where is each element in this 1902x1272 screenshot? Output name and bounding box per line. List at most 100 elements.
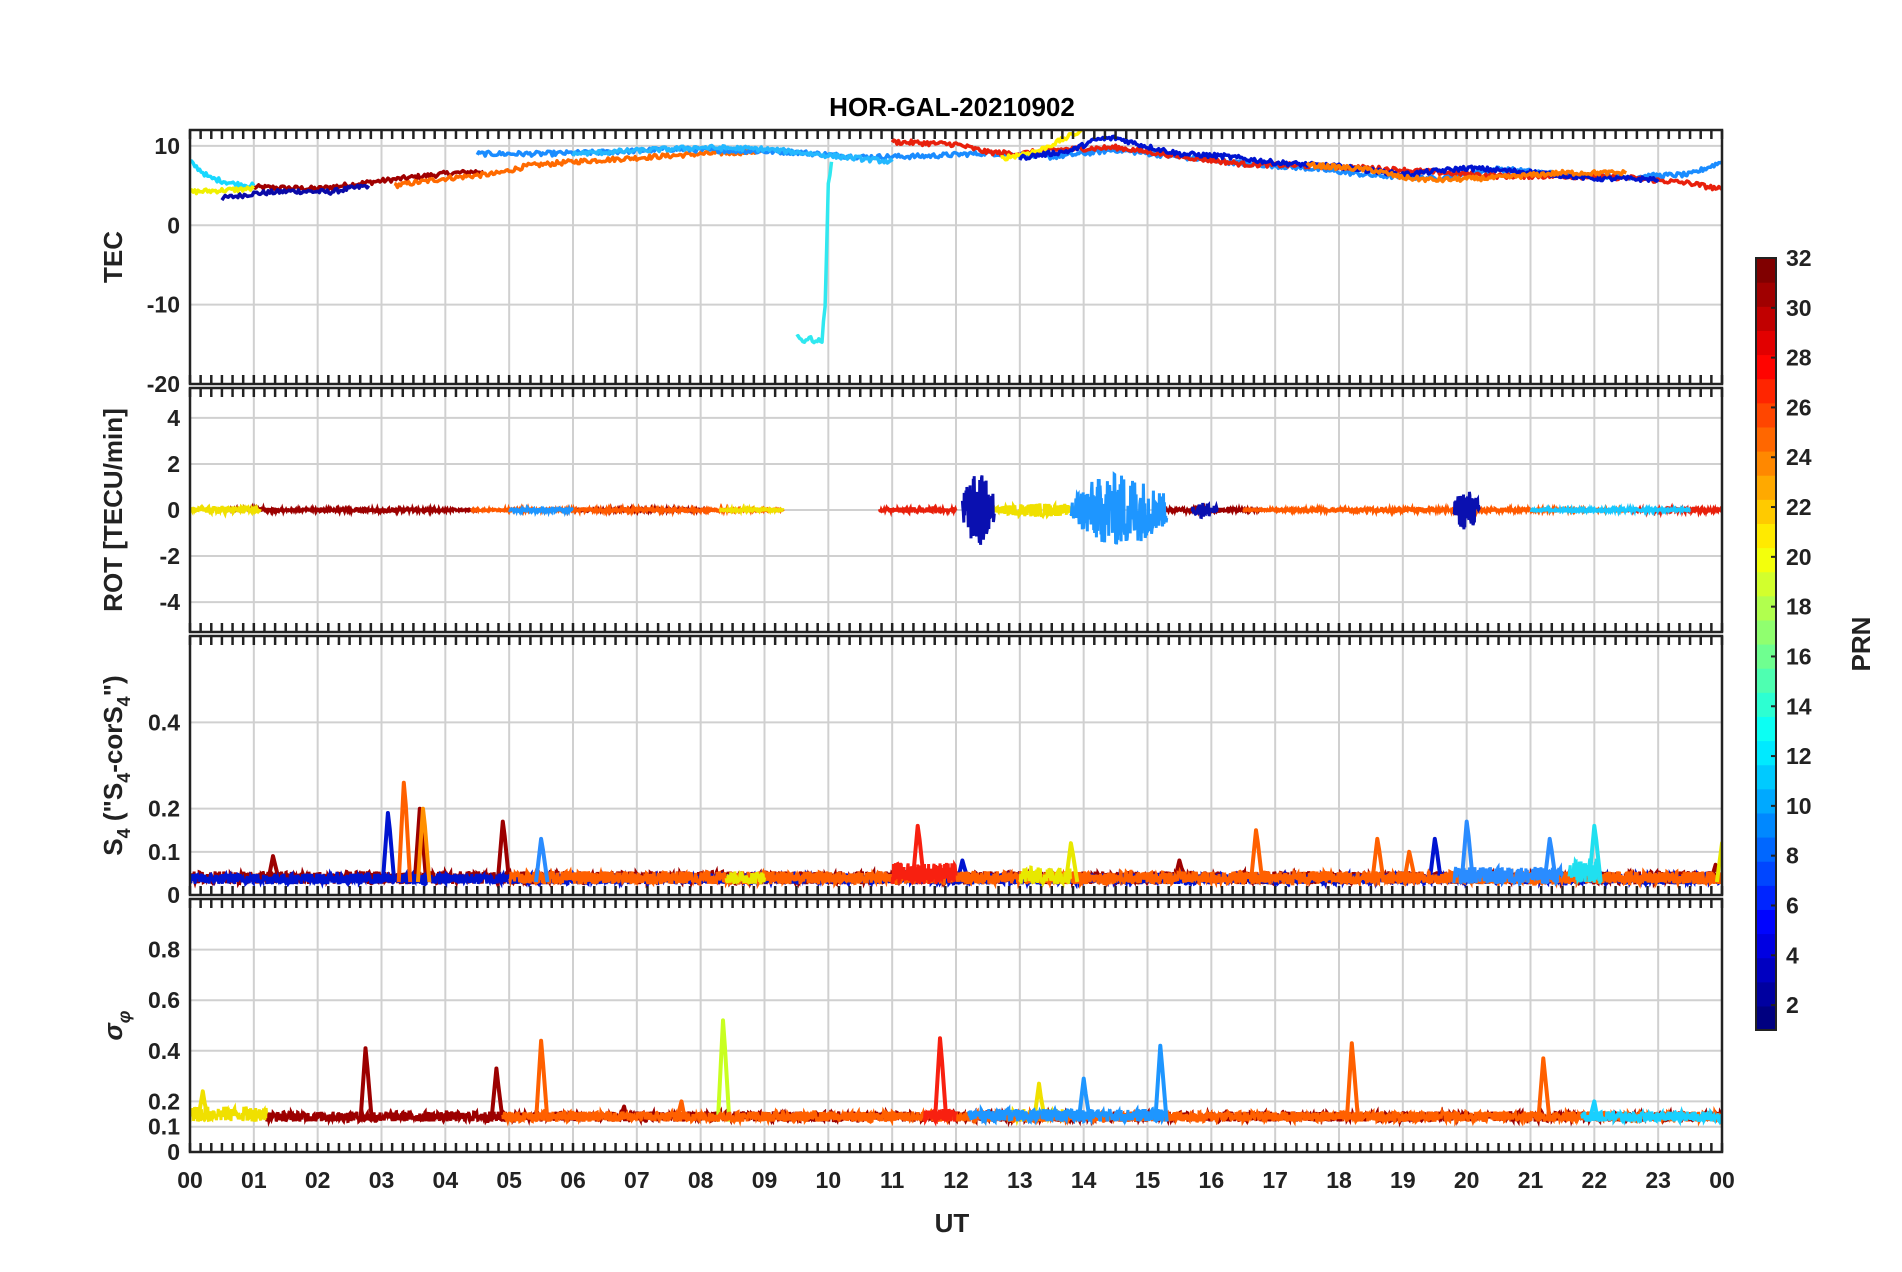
x-tick-label: 00 [177,1167,203,1193]
colorbar-tick-label: 26 [1786,394,1812,420]
y-axis-label: σφ [98,1010,134,1040]
colorbar-tick-label: 18 [1786,594,1812,620]
panel-rot: -4 -2 0 2 4 ROT [TECU/min] [98,386,1724,634]
series-line [508,503,574,518]
series-line [1000,130,1084,162]
chart-title: HOR-GAL-20210902 [829,92,1075,122]
y-tick-label: -2 [160,543,180,569]
series-line [1529,502,1692,517]
x-tick-label: 17 [1262,1167,1288,1193]
y-axis-label: TEC [98,231,128,283]
series-line [718,503,785,517]
colorbar-tick-label: 12 [1786,743,1812,769]
colorbar-tick-label: 4 [1786,942,1799,968]
series-spike [1063,841,1080,883]
colorbar-tick-label: 10 [1786,793,1812,819]
x-axis-label: UT [935,1208,970,1238]
y-tick-label: -4 [160,589,181,615]
colorbar-tick-label: 24 [1786,444,1812,470]
colorbar-tick-label: 32 [1786,245,1812,271]
series-line [890,859,958,885]
colorbar-tick-label: 30 [1786,295,1812,321]
colorbar-tick-label: 14 [1786,693,1812,719]
series-spike [910,823,927,883]
x-tick-label: 11 [880,1167,905,1193]
x-tick-label: 22 [1582,1167,1608,1193]
x-tick-label: 05 [496,1167,522,1193]
series-spike [1459,819,1475,883]
y-tick-label: 0.1 [148,839,180,865]
series-line [284,502,479,518]
series-line [967,1103,1168,1127]
colorbar-tick-label: 16 [1786,643,1812,669]
x-tick-label: 18 [1326,1167,1352,1193]
x-tick-label: 21 [1518,1167,1544,1193]
y-tick-label: 0 [167,882,180,908]
colorbar-tick-label: 20 [1786,544,1812,570]
series-spike [1402,849,1418,883]
series-line [393,148,766,190]
colorbar-tick-label: 22 [1786,494,1812,520]
x-tick-label: 20 [1454,1167,1480,1193]
series-spike [380,811,397,883]
series-line [1567,856,1603,886]
y-tick-label: 0.6 [148,987,180,1013]
x-tick-label: 15 [1135,1167,1161,1193]
series-line [1580,1106,1722,1127]
series-spike [1248,828,1265,883]
colorbar-tick-label: 6 [1786,892,1799,918]
series-line [877,502,958,518]
y-axis-label: S4 ("S4-corS4") [98,675,134,855]
y-tick-label: -20 [147,371,180,397]
series-spike [1536,1056,1552,1122]
series-spike [534,836,550,883]
y-tick-label: 0.4 [148,1038,180,1064]
series-line [1018,865,1073,889]
series-spike [489,1066,505,1122]
x-tick-label: 09 [752,1167,778,1193]
series-line [571,143,894,165]
series-spike [1542,836,1558,883]
y-tick-label: 4 [167,405,180,431]
series-spike [534,1038,550,1122]
panel-s4: 0 0.1 0.2 0.4 S4 ("S4-corS4") [98,634,1724,908]
y-axis-label: ROT [TECU/min] [98,408,128,612]
y-tick-label: 0.2 [148,796,180,822]
colorbar-label: PRN [1846,617,1876,672]
series-spike [932,1036,949,1122]
y-tick-label: 0.2 [148,1088,180,1114]
y-tick-label: -10 [147,292,180,318]
x-tick-label: 14 [1071,1167,1097,1193]
series-spike [1427,836,1444,883]
y-tick-label: 0.4 [148,709,180,735]
y-tick-label: 0 [167,212,180,238]
y-tick-label: 0.8 [148,937,180,963]
y-tick-label: 0 [167,497,180,523]
series-line [190,1102,269,1123]
series-spike [358,1046,374,1122]
y-tick-label: 0.1 [148,1114,180,1140]
x-tick-label: 08 [688,1167,714,1193]
series-line [190,185,256,196]
series-spike [1153,1043,1169,1122]
series-spike [1714,841,1722,883]
x-tick-label: 19 [1390,1167,1416,1193]
y-tick-label: 0 [167,1139,180,1165]
series-spike [195,1089,212,1123]
series-line [992,499,1085,520]
x-tick-label: 02 [305,1167,331,1193]
colorbar-tick-label: 2 [1786,992,1799,1018]
x-tick-label: 10 [816,1167,842,1193]
series-line [795,161,834,345]
x-tick-label: 03 [369,1167,395,1193]
x-tick-label: 12 [943,1167,969,1193]
series-spike [1370,836,1386,883]
series-line [1452,491,1481,530]
y-tick-label: 2 [167,451,180,477]
series-line [922,1108,958,1127]
series-spike [495,819,512,883]
colorbar-tick-label: 28 [1786,345,1812,371]
